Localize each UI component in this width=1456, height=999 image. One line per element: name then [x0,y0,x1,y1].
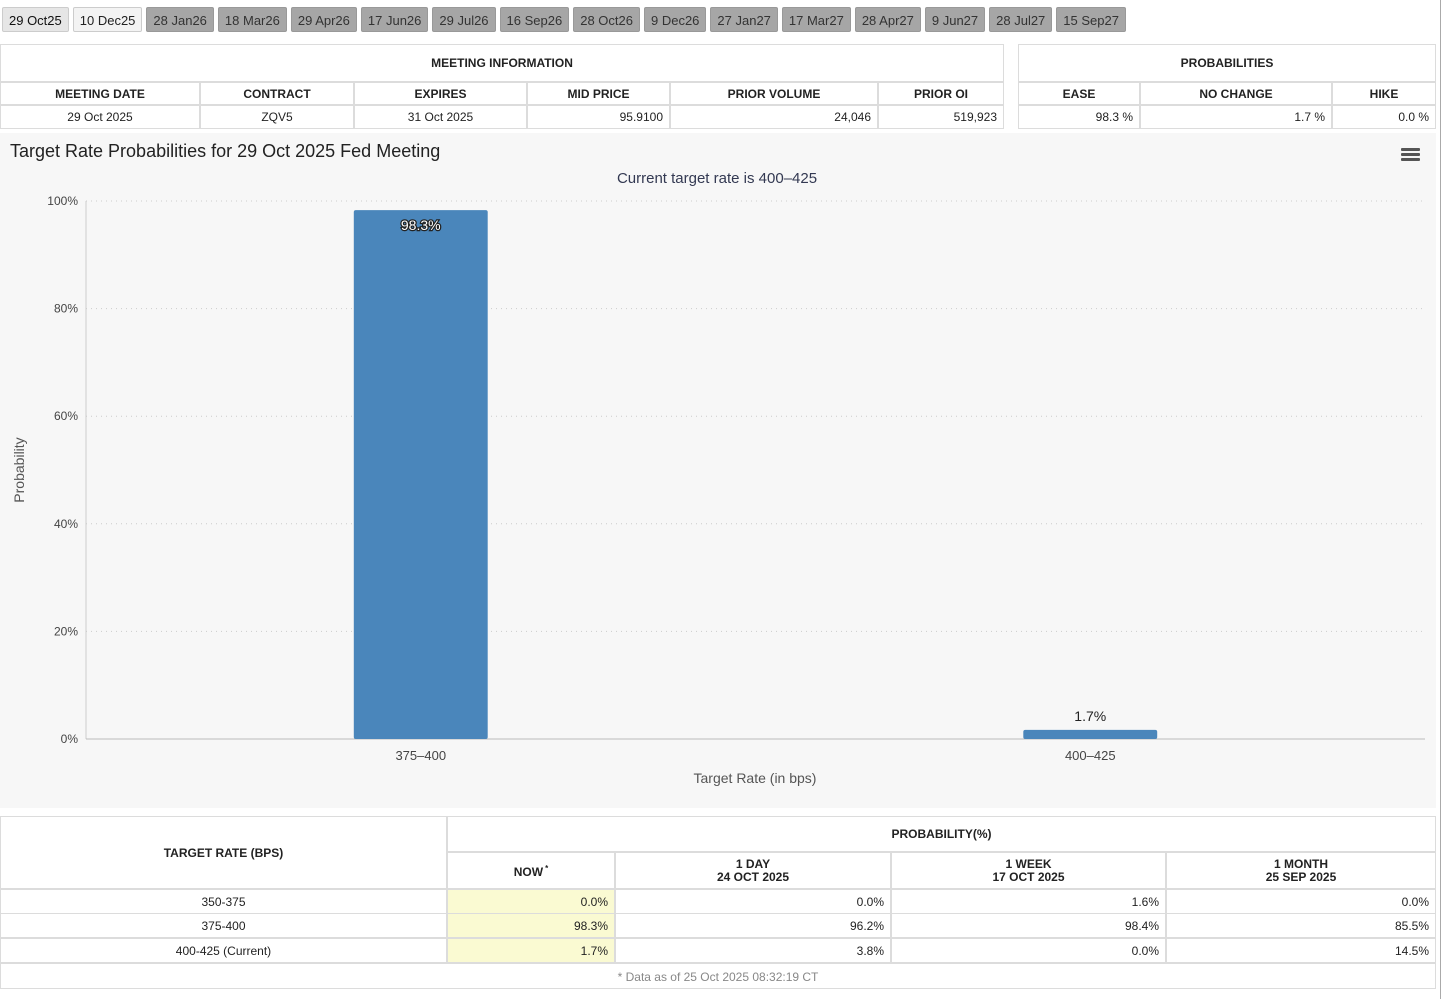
column-date: 17 OCT 2025 [992,869,1065,884]
y-tick-label: 20% [54,624,78,638]
y-tick-label: 80% [54,302,78,316]
column-note: * [545,864,549,873]
table-cell: 1.6% [891,889,1166,914]
table-cell: 400-425 (Current) [0,938,447,963]
meeting-tab[interactable]: 17 Jun26 [360,7,429,32]
table-cell: ZQV5 [200,105,354,129]
table-title: MEETING INFORMATION [0,44,1004,82]
data-label: 1.7% [1074,708,1106,724]
column-header: 1 MONTH 25 SEP 2025 [1166,852,1436,889]
x-tick-label: 400–425 [1065,748,1116,763]
table-cell: 375-400 [0,913,447,938]
column-date: 24 OCT 2025 [716,869,790,884]
table-cell: 98.3% [447,913,615,938]
table-cell: 519,923 [878,105,1004,129]
meeting-tab[interactable]: 16 Sep26 [499,7,570,32]
y-tick-label: 100% [47,194,78,208]
column-label: 1 MONTH [1274,856,1328,871]
column-label: NOW [513,865,544,879]
meeting-tab[interactable]: 28 Oct26 [573,7,640,32]
meeting-tab[interactable]: 28 Jan26 [146,7,214,32]
table-cell: 96.2% [615,913,891,938]
chart-title: Target Rate Probabilities for 29 Oct 202… [10,141,440,161]
bar [353,210,488,739]
table-cell: 1.7% [447,938,615,963]
meeting-tabs: 29 Oct25 10 Dec25 28 Jan26 18 Mar26 29 Apr26… [2,7,1126,32]
row-header: TARGET RATE (BPS) [0,816,447,889]
table-cell: 14.5% [1166,938,1436,963]
meeting-tab[interactable]: 15 Sep27 [1056,7,1126,32]
table-cell: 0.0% [891,938,1166,963]
bar [1023,729,1158,739]
table-cell: 98.3 % [1018,105,1140,129]
column-header: EXPIRES [354,82,527,105]
meeting-tab[interactable]: 29 Oct25 [2,7,69,32]
table-title: PROBABILITIES [1018,44,1436,82]
table-cell: 98.4% [891,913,1166,938]
column-label: 1 DAY [735,856,771,871]
meeting-tab[interactable]: 10 Dec25 [72,7,143,32]
column-header: NO CHANGE [1140,82,1332,105]
scrollbar-edge [1440,0,1441,999]
chart-subtitle: Current target rate is 400–425 [617,170,817,187]
table-cell: 0.0% [615,889,891,914]
column-header: HIKE [1332,82,1436,105]
meeting-tab[interactable]: 28 Apr27 [854,7,921,32]
meeting-tab[interactable]: 27 Jan27 [710,7,778,32]
footnote: * Data as of 25 Oct 2025 08:32:19 CT [0,963,1436,989]
table-cell: 85.5% [1166,913,1436,938]
meeting-tab[interactable]: 9 Jun27 [924,7,986,32]
data-label: 98.3% [401,217,441,233]
column-header: 1 DAY 24 OCT 2025 [615,852,891,889]
column-header: 1 WEEK 17 OCT 2025 [891,852,1166,889]
menu-button[interactable] [1401,148,1420,161]
y-tick-label: 0% [61,732,79,746]
column-header: PRIOR VOLUME [670,82,878,105]
column-header: NOW * [447,852,615,889]
table-cell: 0.0% [1166,889,1436,914]
chart: Target Rate Probabilities for 29 Oct 202… [0,133,1436,808]
group-header: PROBABILITY(%) [447,816,1436,852]
table-cell: 1.7 % [1140,105,1332,129]
y-axis-title: Probability [11,437,27,502]
table-cell: 24,046 [670,105,878,129]
meeting-tab[interactable]: 9 Dec26 [643,7,707,32]
column-header: MEETING DATE [0,82,200,105]
chart-background [0,133,1436,808]
column-header: CONTRACT [200,82,354,105]
y-tick-label: 40% [54,517,78,531]
table-cell: 29 Oct 2025 [0,105,200,129]
table-cell: 0.0 % [1332,105,1436,129]
table-cell: 31 Oct 2025 [354,105,527,129]
meeting-tab[interactable]: 17 Mar27 [781,7,851,32]
table-cell: 3.8% [615,938,891,963]
meeting-tab[interactable]: 29 Jul26 [432,7,496,32]
meeting-tab[interactable]: 29 Apr26 [290,7,357,32]
column-label: 1 WEEK [1005,856,1052,871]
meeting-tab[interactable]: 28 Jul27 [989,7,1053,32]
column-date: 25 SEP 2025 [1265,869,1337,884]
y-tick-label: 60% [54,409,78,423]
table-cell: 95.9100 [527,105,670,129]
table-cell: 0.0% [447,889,615,914]
column-header: MID PRICE [527,82,670,105]
column-header: PRIOR OI [878,82,1004,105]
column-header: EASE [1018,82,1140,105]
table-cell: 350-375 [0,889,447,914]
meeting-tab[interactable]: 18 Mar26 [217,7,287,32]
x-tick-label: 375–400 [395,748,446,763]
x-axis-title: Target Rate (in bps) [694,770,817,786]
